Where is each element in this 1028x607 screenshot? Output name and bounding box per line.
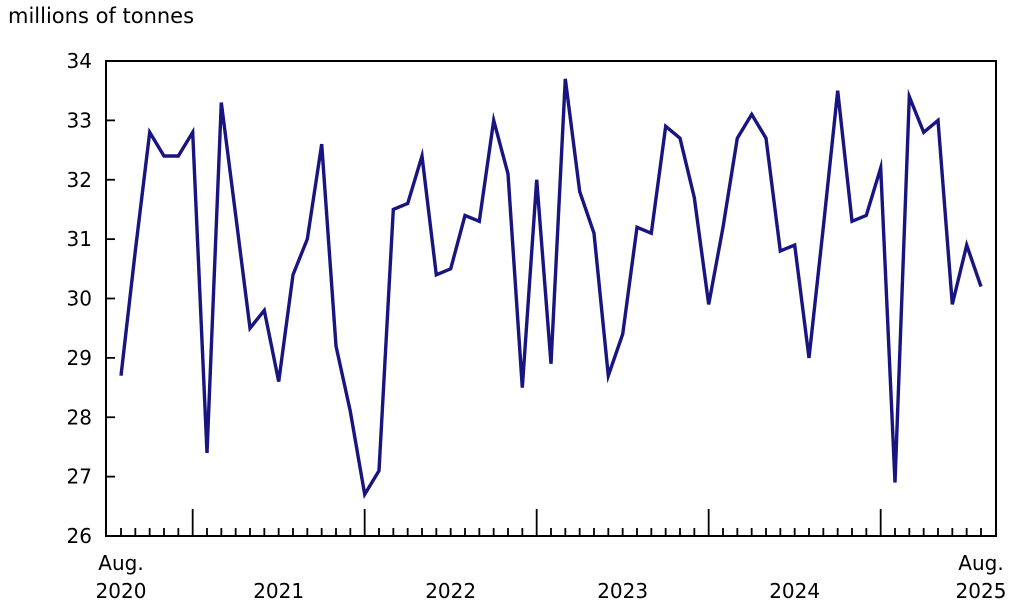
x-year-label: 2022: [425, 579, 476, 603]
x-axis-label: 2020: [96, 579, 147, 603]
y-tick-label: 31: [67, 227, 92, 251]
y-tick-label: 34: [67, 49, 92, 73]
y-tick-label: 26: [67, 524, 92, 548]
x-axis-label: Aug.: [98, 551, 143, 575]
x-year-label: 2024: [769, 579, 820, 603]
chart-frame: [105, 60, 997, 537]
y-tick-label: 27: [67, 465, 92, 489]
x-year-label: 2023: [597, 579, 648, 603]
x-axis-label: Aug.: [958, 551, 1003, 575]
y-tick-label: 29: [67, 346, 92, 370]
y-tick-label: 32: [67, 168, 92, 192]
y-tick-label: 28: [67, 405, 92, 429]
data-line: [119, 78, 983, 500]
chart-title: millions of tonnes: [8, 4, 195, 28]
y-tick-label: 33: [67, 108, 92, 132]
x-year-label: 2021: [253, 579, 304, 603]
x-axis-label: 2025: [956, 579, 1007, 603]
y-tick-label: 30: [67, 287, 92, 311]
